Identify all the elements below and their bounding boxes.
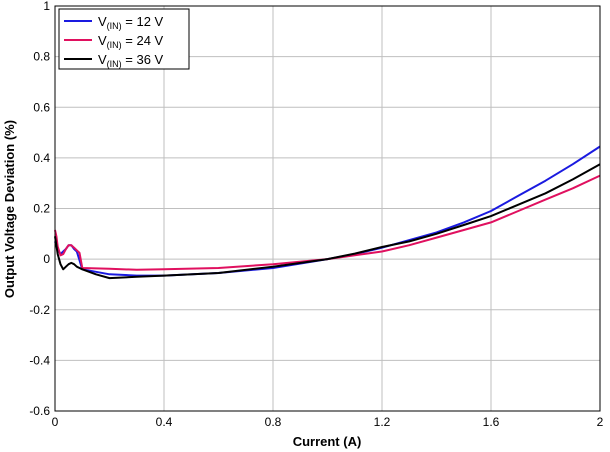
y-tick-label: -0.2 <box>29 303 50 317</box>
series-line <box>54 163 601 280</box>
tick-labels: -0.6 -0.4 -0.2 0 0.2 0.4 0.6 0.8 1 0 0.4 0.8 1.2 1.6 2 <box>29 0 603 429</box>
legend-label: V(IN) = 24 V <box>98 33 164 50</box>
y-tick-label: 0.4 <box>33 151 50 165</box>
y-tick-label: -0.6 <box>29 404 50 418</box>
legend-label: V(IN) = 12 V <box>98 14 164 31</box>
y-tick-label: 0.2 <box>33 202 50 216</box>
x-tick-label: 1.6 <box>483 415 500 429</box>
series-group <box>54 145 601 280</box>
x-tick-label: 0.4 <box>156 415 173 429</box>
plot-frame <box>54 5 601 412</box>
x-tick-label: 0 <box>52 415 59 429</box>
y-tick-label: 1 <box>43 0 50 13</box>
legend-label: V(IN) = 36 V <box>98 52 164 69</box>
y-axis-title: Output Voltage Deviation (%) <box>2 120 17 298</box>
y-tick-label: 0 <box>43 252 50 266</box>
y-tick-label: 0.8 <box>33 50 50 64</box>
x-tick-label: 0.8 <box>265 415 282 429</box>
x-tick-label: 2 <box>597 415 604 429</box>
y-tick-label: -0.4 <box>29 353 50 367</box>
x-tick-label: 1.2 <box>374 415 391 429</box>
x-axis-title: Current (A) <box>293 434 362 449</box>
series-line <box>54 174 601 271</box>
y-tick-label: 0.6 <box>33 100 50 114</box>
legend: V(IN) = 12 V V(IN) = 24 V V(IN) = 36 V <box>58 8 190 70</box>
